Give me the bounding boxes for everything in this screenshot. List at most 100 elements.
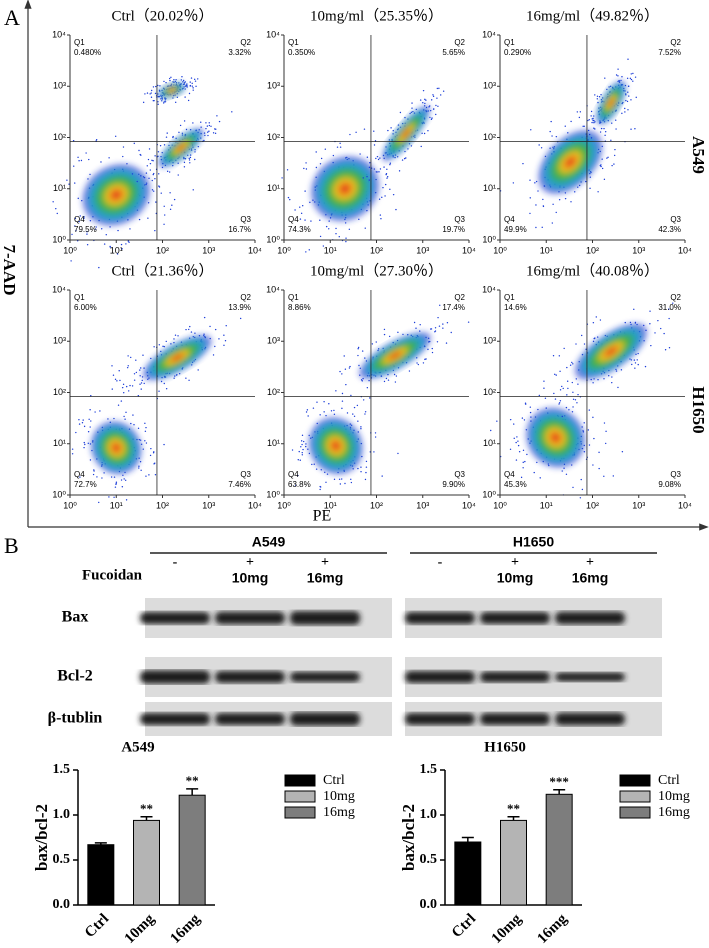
event-dot <box>96 476 98 478</box>
y-tick-label: 10³ <box>53 336 66 346</box>
y-tick-label: 10³ <box>267 81 280 91</box>
event-dot <box>154 155 156 157</box>
event-dot <box>397 331 399 334</box>
event-dot <box>375 341 377 343</box>
event-dot <box>169 192 171 194</box>
event-dot <box>148 148 151 150</box>
event-dot <box>88 418 90 420</box>
event-dot <box>138 218 141 221</box>
event-dot <box>392 193 395 196</box>
event-dot <box>324 148 327 150</box>
quadrant-name: Q2 <box>670 293 681 302</box>
event-dot <box>300 440 303 442</box>
event-dot <box>160 98 162 100</box>
x-tick-label: Ctrl <box>449 911 479 941</box>
event-dot <box>173 377 175 379</box>
quadrant-percent: 5.65% <box>442 48 465 57</box>
event-dot <box>436 87 439 90</box>
event-dot <box>385 377 388 380</box>
event-dot <box>625 99 627 102</box>
event-dot <box>376 155 379 158</box>
event-dot <box>122 155 124 158</box>
event-dot <box>551 135 553 137</box>
event-dot <box>158 186 161 188</box>
event-dot <box>109 245 111 248</box>
y-tick-label: 10⁰ <box>52 234 66 244</box>
event-dot <box>163 443 165 446</box>
event-dot <box>608 86 610 88</box>
event-dot <box>380 218 382 220</box>
event-dot <box>127 365 129 367</box>
density-cloud <box>89 419 143 476</box>
event-dot <box>521 417 524 419</box>
event-dot <box>174 101 177 104</box>
event-dot <box>561 385 563 388</box>
event-dot <box>529 212 531 215</box>
event-dot <box>422 89 425 92</box>
event-dot <box>138 149 140 152</box>
event-dot <box>172 97 174 99</box>
y-tick-label: 10⁰ <box>266 489 280 499</box>
event-dot <box>79 476 81 478</box>
density-cloud <box>524 406 587 470</box>
event-dot <box>592 464 594 466</box>
lane-dose: 16mg <box>307 570 344 586</box>
event-dot <box>121 486 124 488</box>
event-dot <box>191 82 193 85</box>
quadrant-percent: 19.7% <box>442 225 465 234</box>
event-dot <box>301 205 304 207</box>
quadrant-percent: 31.0% <box>658 303 681 312</box>
event-dot <box>287 196 290 199</box>
event-dot <box>583 422 585 424</box>
event-dot <box>143 382 145 385</box>
event-dot <box>374 436 377 438</box>
legend-label: 10mg <box>323 789 355 804</box>
event-dot <box>605 430 607 433</box>
event-dot <box>157 151 160 153</box>
event-dot <box>148 177 150 179</box>
event-dot <box>187 99 190 102</box>
event-dot <box>496 420 498 422</box>
event-dot <box>350 394 352 397</box>
event-dot <box>114 378 117 381</box>
event-dot <box>179 124 182 127</box>
event-dot <box>350 478 352 480</box>
event-dot <box>565 473 568 475</box>
event-dot <box>148 474 150 476</box>
event-dot <box>169 208 172 211</box>
legend-swatch <box>284 790 316 803</box>
event-dot <box>157 101 159 103</box>
event-dot <box>239 317 242 320</box>
event-dot <box>610 139 612 141</box>
event-dot <box>126 366 129 369</box>
event-dot <box>125 411 127 414</box>
group-label: A549 <box>252 534 286 550</box>
x-tick-label: 10⁰ <box>277 245 291 255</box>
event-dot <box>631 363 633 366</box>
event-dot <box>637 352 639 355</box>
event-dot <box>124 479 127 481</box>
event-dot <box>77 156 79 159</box>
event-dot <box>188 92 191 95</box>
event-dot <box>403 157 406 160</box>
event-dot <box>142 101 145 104</box>
event-dot <box>587 139 589 141</box>
event-dot <box>231 111 233 113</box>
blot-band <box>480 671 550 683</box>
event-dot <box>611 376 613 378</box>
group-label: H1650 <box>513 534 554 550</box>
quadrant-percent: 7.46% <box>228 480 251 489</box>
event-dot <box>78 423 81 425</box>
y-tick-label: 10⁴ <box>266 284 280 294</box>
event-dot <box>421 132 423 135</box>
quadrant-name: Q3 <box>454 215 465 224</box>
quadrant-percent: 42.3% <box>658 225 681 234</box>
chart-title: H1650 <box>484 739 526 755</box>
blot-band <box>290 611 360 625</box>
event-dot <box>183 166 186 168</box>
event-dot <box>319 414 321 416</box>
event-dot <box>571 361 573 364</box>
event-dot <box>154 92 157 95</box>
event-dot <box>559 400 562 402</box>
event-dot <box>83 446 85 449</box>
